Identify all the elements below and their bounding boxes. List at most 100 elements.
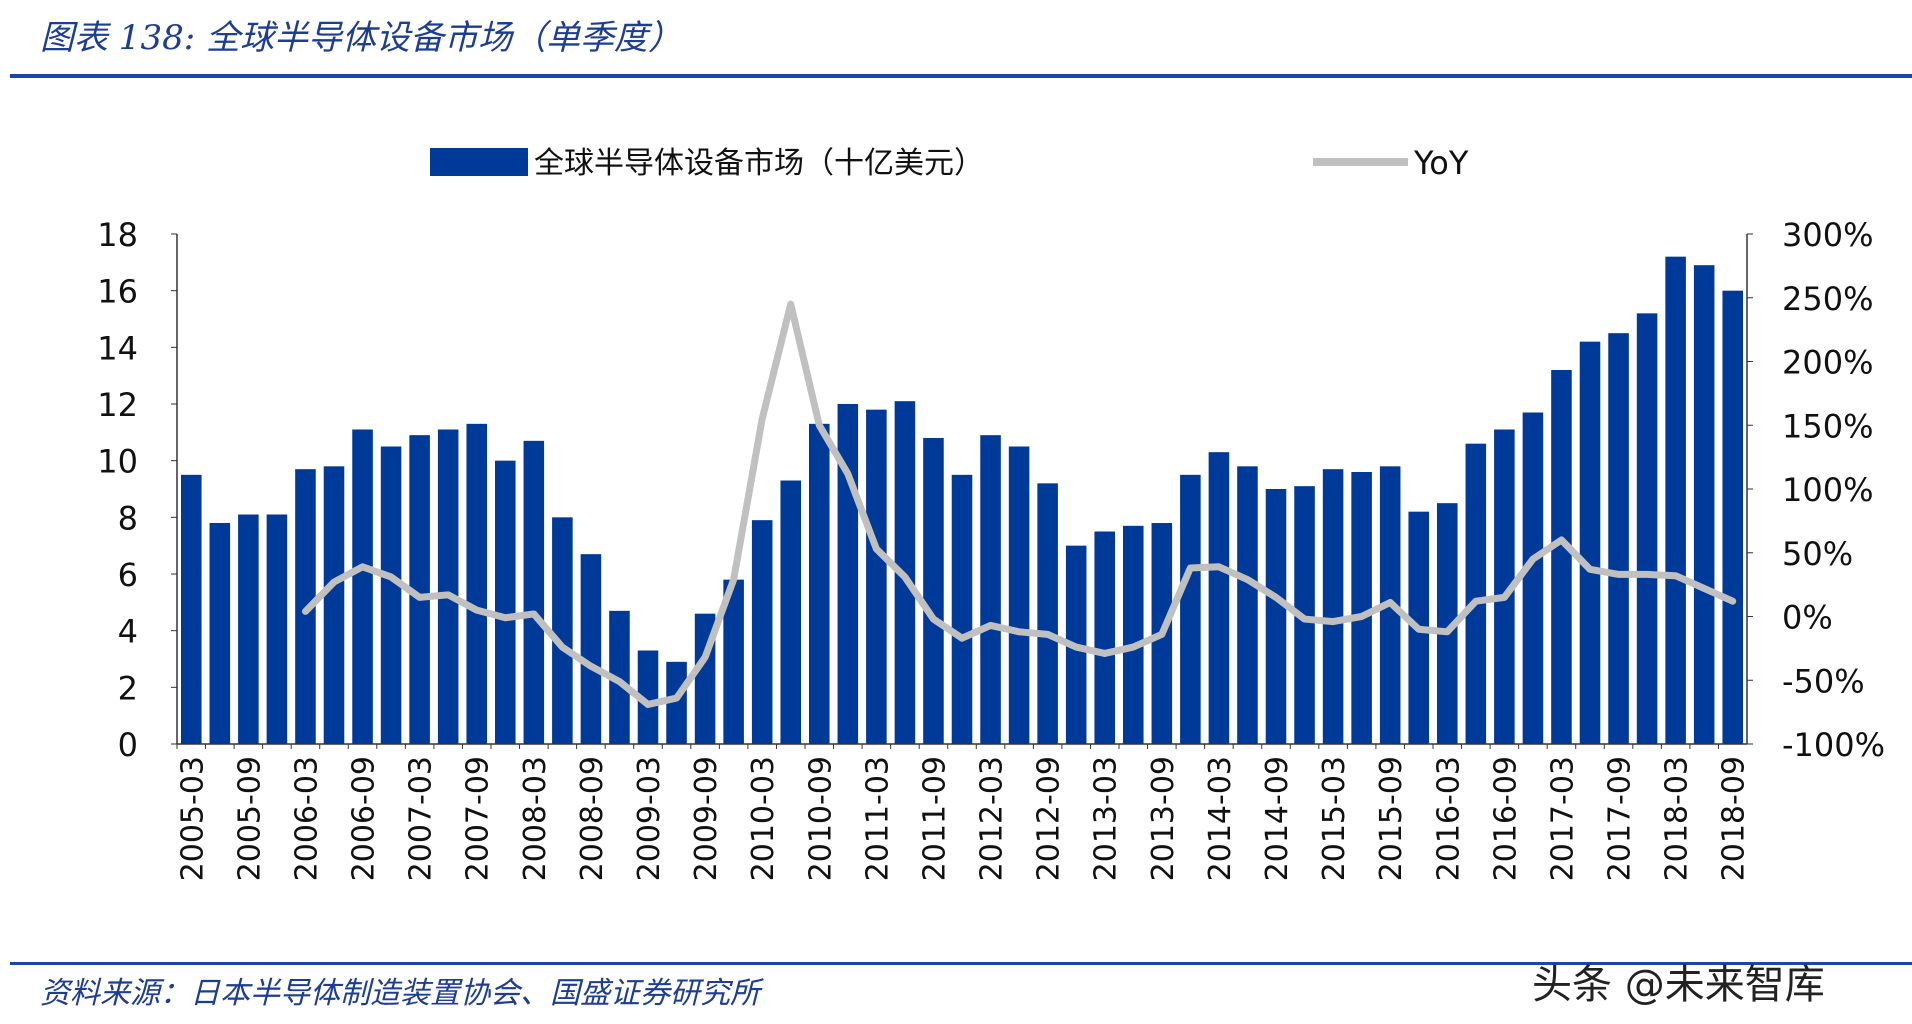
bar-2018-09 [1722, 290, 1744, 744]
x-tick-label: 2007-09 [461, 756, 496, 881]
bar-2015-06 [1351, 472, 1372, 744]
x-tick-label: 2016-03 [1431, 756, 1466, 881]
y-tick-label: 8 [118, 499, 138, 537]
x-tick-label: 2011-03 [860, 756, 895, 881]
bar-2009-06 [666, 661, 687, 744]
y-tick-label: 10 [97, 443, 138, 481]
legend-line-label: YoY [1413, 144, 1469, 182]
y2-tick-label: 300% [1782, 216, 1873, 254]
bar-2009-12 [723, 579, 744, 744]
x-tick-label: 2012-09 [1032, 756, 1067, 881]
x-tick-label: 2015-03 [1317, 756, 1352, 881]
bar-2016-09 [1494, 429, 1515, 744]
y-tick-label: 16 [97, 273, 138, 311]
x-tick-label: 2011-09 [917, 756, 952, 881]
x-tick-label: 2008-03 [518, 756, 553, 881]
bar-2012-06 [1008, 446, 1030, 744]
bar-2014-06 [1237, 466, 1258, 744]
bar-2007-12 [494, 460, 516, 744]
watermark: 头条 @未来智库 [1532, 962, 1825, 1008]
bar-2014-09 [1265, 489, 1287, 744]
bar-2011-03 [866, 409, 887, 744]
x-tick-label: 2010-03 [746, 756, 781, 881]
y-tick-label: 14 [97, 329, 138, 367]
top-divider [10, 74, 1912, 78]
bar-2005-03 [180, 474, 202, 744]
y-tick-label: 18 [97, 216, 138, 254]
y2-tick-label: 50% [1782, 535, 1853, 573]
bar-2010-03 [751, 520, 773, 744]
legend-bar-swatch [430, 148, 528, 176]
bar-2007-09 [466, 423, 488, 744]
x-tick-label: 2006-09 [347, 756, 382, 881]
legend-bar-label: 全球半导体设备市场（十亿美元） [534, 146, 984, 181]
y-tick-label: 6 [118, 556, 138, 594]
x-tick-label: 2005-03 [175, 756, 210, 881]
y2-tick-label: 250% [1782, 280, 1873, 318]
x-tick-label: 2018-09 [1717, 756, 1752, 881]
x-tick-label: 2013-03 [1089, 756, 1124, 881]
y-tick-label: 12 [97, 386, 138, 424]
bar-2018-03 [1665, 256, 1686, 744]
chart-title: 图表 138: 全球半导体设备市场（单季度） [40, 18, 682, 58]
bar-2006-06 [323, 466, 345, 744]
bar-2013-03 [1094, 531, 1116, 744]
bar-2017-09 [1608, 333, 1629, 744]
x-tick-label: 2009-03 [632, 756, 667, 881]
bar-2007-06 [437, 429, 459, 744]
bar-2005-09 [238, 514, 259, 744]
y-tick-label: 0 [118, 726, 138, 764]
bar-2008-12 [609, 610, 630, 744]
y2-tick-label: -100% [1782, 726, 1885, 764]
bar-2013-06 [1122, 525, 1144, 744]
bar-2013-12 [1180, 474, 1201, 744]
x-tick-label: 2008-09 [575, 756, 610, 881]
y2-tick-label: -50% [1782, 662, 1865, 700]
bar-2010-09 [808, 423, 830, 744]
x-tick-label: 2017-03 [1545, 756, 1580, 881]
bar-2016-12 [1522, 412, 1544, 744]
bar-2008-06 [552, 517, 573, 744]
x-tick-label: 2014-03 [1203, 756, 1238, 881]
bar-2017-03 [1551, 370, 1572, 744]
y-tick-label: 2 [118, 669, 138, 707]
bar-2010-06 [780, 480, 802, 744]
x-tick-label: 2015-09 [1374, 756, 1409, 881]
source-note: 资料来源：日本半导体制造装置协会、国盛证券研究所 [40, 976, 760, 1011]
y2-tick-label: 150% [1782, 407, 1873, 445]
bar-2006-09 [352, 429, 373, 744]
x-tick-label: 2014-09 [1260, 756, 1295, 881]
x-tick-label: 2016-09 [1488, 756, 1523, 881]
x-tick-label: 2006-03 [289, 756, 324, 881]
y2-tick-label: 0% [1782, 599, 1833, 637]
bar-2012-03 [980, 435, 1001, 744]
y2-tick-label: 200% [1782, 344, 1873, 382]
bar-2014-03 [1208, 452, 1230, 744]
bar-2016-06 [1465, 443, 1487, 744]
x-tick-label: 2007-03 [404, 756, 439, 881]
bar-2011-09 [923, 438, 944, 744]
y2-tick-label: 100% [1782, 471, 1873, 509]
x-tick-label: 2017-09 [1603, 756, 1638, 881]
bar-2011-12 [951, 474, 973, 744]
x-tick-label: 2012-03 [975, 756, 1010, 881]
bar-2018-06 [1693, 265, 1715, 744]
x-tick-label: 2018-03 [1660, 756, 1695, 881]
bar-2005-12 [266, 514, 288, 744]
x-tick-label: 2009-09 [689, 756, 724, 881]
bar-2008-09 [580, 554, 602, 744]
bar-2015-03 [1322, 469, 1344, 744]
x-tick-label: 2005-09 [232, 756, 267, 881]
bar-2008-03 [523, 440, 545, 744]
y-tick-label: 4 [118, 613, 138, 651]
x-tick-label: 2013-09 [1146, 756, 1181, 881]
bottom-divider [10, 962, 1912, 965]
bar-2005-06 [209, 523, 231, 744]
bar-2017-12 [1636, 313, 1658, 744]
bar-2016-03 [1436, 503, 1458, 744]
bar-2009-03 [637, 650, 659, 744]
bar-2006-12 [380, 446, 402, 744]
bar-2012-09 [1037, 483, 1058, 744]
bar-2007-03 [409, 435, 430, 744]
